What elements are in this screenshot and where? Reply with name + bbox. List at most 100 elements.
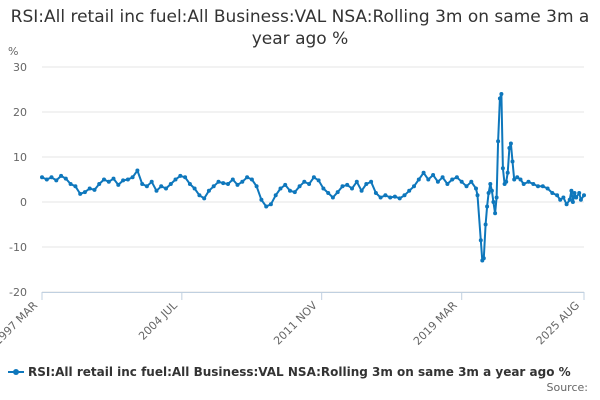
data-point[interactable]	[569, 188, 574, 193]
data-point[interactable]	[135, 168, 140, 173]
data-point[interactable]	[78, 191, 83, 196]
data-point[interactable]	[507, 146, 512, 150]
data-point[interactable]	[249, 177, 254, 182]
data-point[interactable]	[508, 141, 513, 146]
data-point[interactable]	[526, 179, 531, 184]
data-point[interactable]	[494, 195, 499, 200]
legend[interactable]: RSI:All retail inc fuel:All Business:VAL…	[8, 364, 571, 380]
data-point[interactable]	[558, 197, 563, 202]
data-point[interactable]	[561, 195, 566, 200]
data-point[interactable]	[311, 175, 316, 180]
data-point[interactable]	[464, 184, 469, 189]
data-point[interactable]	[40, 175, 44, 180]
data-point[interactable]	[515, 175, 520, 180]
data-point[interactable]	[459, 179, 464, 184]
data-point[interactable]	[149, 179, 154, 184]
data-point[interactable]	[499, 92, 504, 96]
data-point[interactable]	[481, 256, 486, 261]
data-point[interactable]	[73, 184, 78, 189]
data-point[interactable]	[369, 179, 374, 184]
data-point[interactable]	[307, 182, 312, 186]
data-point[interactable]	[197, 193, 202, 198]
data-point[interactable]	[92, 187, 97, 192]
data-point[interactable]	[416, 177, 421, 182]
data-point[interactable]	[536, 184, 540, 189]
data-point[interactable]	[354, 179, 359, 184]
data-point[interactable]	[97, 182, 102, 186]
data-point[interactable]	[154, 188, 159, 193]
data-point[interactable]	[125, 177, 130, 182]
data-point[interactable]	[297, 184, 302, 189]
data-point[interactable]	[87, 186, 92, 191]
data-point[interactable]	[489, 188, 494, 193]
data-point[interactable]	[570, 200, 575, 204]
data-point[interactable]	[59, 173, 64, 178]
data-point[interactable]	[144, 184, 149, 189]
data-point[interactable]	[216, 179, 221, 184]
data-point[interactable]	[345, 182, 350, 187]
data-point[interactable]	[407, 188, 412, 193]
data-point[interactable]	[121, 178, 126, 183]
data-point[interactable]	[316, 178, 321, 183]
data-point[interactable]	[435, 179, 440, 184]
data-point[interactable]	[254, 184, 259, 189]
data-point[interactable]	[392, 194, 397, 199]
data-point[interactable]	[364, 182, 369, 186]
data-point[interactable]	[330, 195, 335, 200]
data-point[interactable]	[378, 195, 383, 200]
data-point[interactable]	[164, 186, 168, 191]
data-point[interactable]	[510, 159, 515, 164]
data-point[interactable]	[474, 186, 478, 191]
data-point[interactable]	[202, 196, 207, 201]
data-point[interactable]	[273, 193, 278, 198]
data-point[interactable]	[235, 182, 240, 187]
data-point[interactable]	[373, 191, 378, 195]
data-point[interactable]	[130, 175, 135, 180]
data-point[interactable]	[531, 182, 536, 186]
data-point[interactable]	[288, 188, 292, 193]
data-point[interactable]	[206, 188, 211, 193]
data-point[interactable]	[264, 204, 269, 209]
data-point[interactable]	[445, 182, 450, 186]
data-point[interactable]	[102, 177, 106, 182]
data-point[interactable]	[540, 184, 545, 189]
data-point[interactable]	[63, 176, 68, 181]
data-point[interactable]	[505, 170, 510, 175]
data-point[interactable]	[550, 191, 555, 195]
data-point[interactable]	[321, 186, 326, 191]
data-point[interactable]	[111, 176, 116, 181]
data-point[interactable]	[577, 191, 582, 195]
data-point[interactable]	[68, 182, 73, 186]
data-point[interactable]	[421, 170, 426, 175]
data-point[interactable]	[493, 211, 498, 216]
data-point[interactable]	[340, 184, 345, 189]
data-point[interactable]	[44, 177, 49, 182]
data-point[interactable]	[574, 195, 579, 200]
data-point[interactable]	[431, 173, 436, 177]
data-point[interactable]	[491, 200, 496, 204]
data-point[interactable]	[335, 190, 340, 195]
data-point[interactable]	[140, 182, 145, 186]
data-point[interactable]	[488, 182, 493, 186]
data-point[interactable]	[116, 182, 121, 187]
data-point[interactable]	[359, 188, 364, 193]
data-point[interactable]	[397, 196, 402, 201]
data-point[interactable]	[226, 182, 230, 186]
data-point[interactable]	[283, 182, 288, 187]
data-point[interactable]	[555, 193, 560, 198]
data-point[interactable]	[521, 182, 526, 186]
data-point[interactable]	[504, 179, 509, 184]
data-point[interactable]	[221, 181, 226, 186]
data-point[interactable]	[240, 179, 245, 184]
data-point[interactable]	[245, 175, 250, 180]
data-point[interactable]	[567, 197, 572, 202]
data-point[interactable]	[497, 96, 502, 101]
data-point[interactable]	[518, 177, 523, 182]
data-point[interactable]	[302, 179, 307, 184]
data-point[interactable]	[486, 191, 491, 195]
data-point[interactable]	[230, 177, 235, 182]
data-point[interactable]	[388, 195, 393, 200]
data-point[interactable]	[82, 190, 87, 195]
data-point[interactable]	[326, 191, 331, 195]
data-point[interactable]	[426, 177, 431, 182]
